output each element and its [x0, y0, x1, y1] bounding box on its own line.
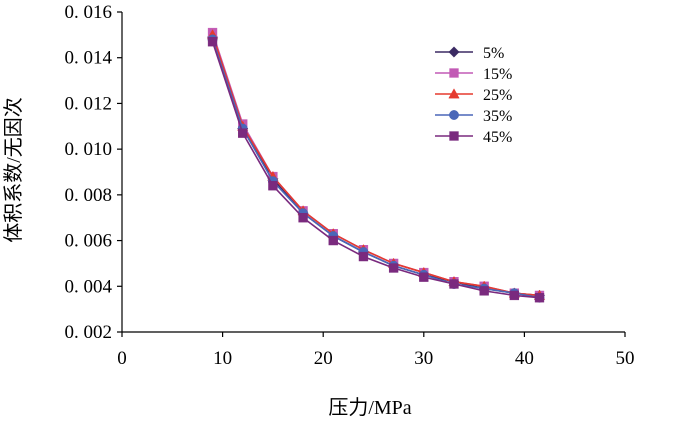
legend-item-3: 25% [435, 87, 512, 104]
axes [121, 12, 625, 333]
x-tick-label: 50 [616, 348, 635, 369]
tick-marks [117, 11, 626, 337]
data-point [358, 251, 369, 262]
data-point [479, 286, 489, 296]
legend-item-4: 35% [435, 108, 512, 125]
data-point [534, 293, 545, 303]
data-point [207, 37, 218, 47]
legend-item-2: 15% [435, 66, 512, 83]
legend-label: 25% [483, 87, 512, 104]
series-group [206, 27, 546, 303]
y-tick-label: 0. 010 [65, 139, 113, 160]
y-tick-label: 0. 006 [65, 231, 113, 252]
legend-label: 5% [483, 45, 504, 62]
y-tick-label: 0. 002 [65, 322, 113, 343]
legend-item-5: 45% [435, 129, 512, 146]
legend-marker [448, 88, 460, 99]
legend-label: 45% [483, 129, 512, 146]
legend-marker [448, 46, 460, 58]
tick-labels: 0. 002 0. 004 0. 006 0. 008 0. 010 0. 012 0. 0… [65, 2, 635, 369]
y-axis-title: 体积系数/无因次 [2, 97, 25, 243]
x-tick-label: 40 [515, 348, 534, 369]
x-tick-label: 30 [414, 348, 433, 369]
legend: 5% 15% 25% 35% 45% [435, 45, 512, 146]
legend-marker [449, 68, 459, 78]
x-axis-title: 压力/MPa [328, 396, 411, 419]
data-point [509, 290, 520, 301]
data-point [328, 235, 338, 246]
legend-item-1: 5% [435, 45, 504, 62]
legend-label: 15% [483, 66, 512, 83]
series-line [211, 34, 540, 297]
series-line [211, 39, 540, 299]
y-tick-label: 0. 016 [65, 2, 113, 23]
data-point [449, 279, 459, 289]
series-line [211, 41, 540, 299]
y-tick-label: 0. 012 [65, 93, 113, 114]
legend-marker [449, 110, 459, 120]
x-tick-label: 0 [117, 348, 127, 369]
y-tick-label: 0. 014 [65, 48, 113, 69]
legend-marker [449, 131, 459, 141]
legend-label: 35% [483, 108, 512, 125]
data-point [388, 263, 399, 273]
y-tick-label: 0. 004 [65, 276, 113, 297]
y-tick-label: 0. 008 [65, 185, 113, 206]
data-point [268, 181, 278, 191]
data-point [238, 128, 248, 138]
x-tick-label: 20 [314, 348, 333, 369]
series-5 [207, 37, 545, 303]
data-point [419, 272, 429, 282]
x-tick-label: 10 [213, 348, 232, 369]
data-point [298, 213, 308, 223]
